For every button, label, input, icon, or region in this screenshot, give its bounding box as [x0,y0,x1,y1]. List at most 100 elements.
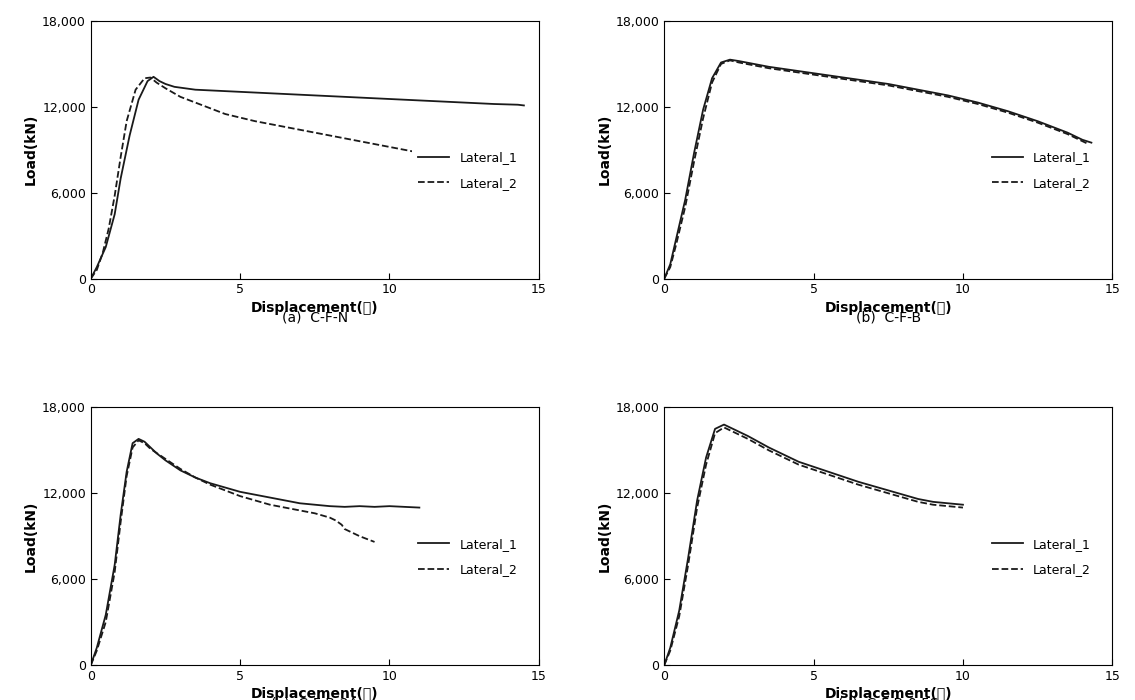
Lateral_2 [1061,130,1075,139]
Lateral_2 [690,503,704,512]
Y-axis label: Load(kN): Load(kN) [597,500,612,572]
Lateral_2 [96,248,110,257]
Lateral_1 [123,132,136,140]
Lateral_1 [90,263,103,272]
Lateral_1 [368,503,381,511]
Lateral_1 [428,97,442,105]
Y-axis label: Load(kN): Load(kN) [24,500,37,572]
Lateral_2 [882,489,896,498]
Lateral_1 [681,554,695,562]
Line: Lateral_2: Lateral_2 [91,440,375,665]
Lateral_1 [412,503,426,512]
Lateral_1 [851,76,865,84]
Lateral_1 [732,57,746,65]
Lateral_1 [108,210,121,218]
Lateral_1 [84,661,98,669]
Lateral_1 [132,435,145,443]
X-axis label: Displacement(㎜): Displacement(㎜) [251,687,379,700]
Lateral_2 [657,274,671,283]
Lateral_2 [203,480,217,489]
Lateral_1 [132,95,145,104]
Lateral_2 [120,117,134,125]
Lateral_1 [203,479,217,487]
Y-axis label: Load(kN): Load(kN) [597,114,612,186]
Lateral_2 [338,134,352,143]
Lateral_2 [714,60,728,68]
Lateral_2 [911,498,925,506]
Lateral_2 [897,494,910,502]
Lateral_1 [688,148,701,157]
Lateral_1 [518,102,531,110]
Lateral_1 [90,643,103,652]
Lateral_1 [699,454,713,462]
Lateral_2 [822,470,835,479]
Lateral_1 [188,473,202,482]
Lateral_2 [234,492,247,500]
Lateral_1 [696,106,709,114]
Lateral_1 [679,196,692,204]
Lateral_2 [120,472,134,480]
Lateral_2 [249,496,262,505]
Lateral_1 [278,496,292,505]
Lateral_2 [457,157,471,165]
Lateral_1 [126,439,140,447]
Lateral_2 [126,443,140,452]
Lateral_1 [1085,139,1099,147]
Lateral_2 [159,455,173,463]
Lateral_2 [335,521,348,529]
Lateral_2 [368,538,381,546]
Lateral_1 [234,488,247,496]
Text: (b)  C-F-B: (b) C-F-B [856,310,920,324]
Lateral_2 [696,114,709,122]
Lateral_1 [397,95,411,104]
Lateral_2 [323,513,337,522]
Lateral_2 [368,140,381,148]
Lateral_1 [249,491,262,499]
Lateral_1 [338,92,352,101]
Lateral_1 [308,91,321,99]
Lateral_2 [1001,108,1015,117]
Lateral_1 [792,458,806,466]
Lateral_2 [681,561,695,569]
Lateral_2 [941,92,955,101]
X-axis label: Displacement(㎜): Displacement(㎜) [251,300,379,314]
Lateral_1 [188,85,202,94]
Lateral_1 [1076,136,1090,144]
Lateral_1 [159,80,173,88]
Lateral_1 [941,499,955,508]
Lateral_1 [670,234,683,243]
Lateral_1 [708,425,722,433]
Lateral_2 [672,612,686,620]
Lateral_2 [132,436,145,445]
Lateral_2 [114,518,127,526]
Lateral_1 [851,477,865,486]
Lateral_2 [732,58,746,66]
Legend: Lateral_1, Lateral_2: Lateral_1, Lateral_2 [985,531,1098,582]
Lateral_1 [911,495,925,503]
Lateral_1 [714,58,728,66]
Lateral_2 [762,64,775,72]
Lateral_2 [699,461,713,469]
Lateral_2 [670,240,683,248]
Lateral_1 [159,456,173,465]
Lateral_1 [137,438,151,446]
Lateral_1 [972,99,985,107]
Lateral_2 [792,69,806,77]
Lateral_1 [956,500,969,509]
Lateral_1 [726,425,740,433]
Lateral_1 [741,432,755,440]
Lateral_2 [397,146,411,154]
Line: Lateral_1: Lateral_1 [664,425,962,665]
Lateral_2 [188,99,202,107]
Legend: Lateral_1, Lateral_2: Lateral_1, Lateral_2 [985,145,1098,196]
Lateral_2 [218,486,232,495]
Lateral_1 [822,71,835,80]
Lateral_2 [926,500,940,509]
Lateral_2 [1031,118,1044,127]
Lateral_2 [487,161,501,169]
Lateral_1 [705,74,718,83]
Lateral_2 [514,166,528,174]
Lateral_1 [114,510,127,519]
Lateral_1 [218,483,232,491]
Lateral_2 [188,473,202,482]
